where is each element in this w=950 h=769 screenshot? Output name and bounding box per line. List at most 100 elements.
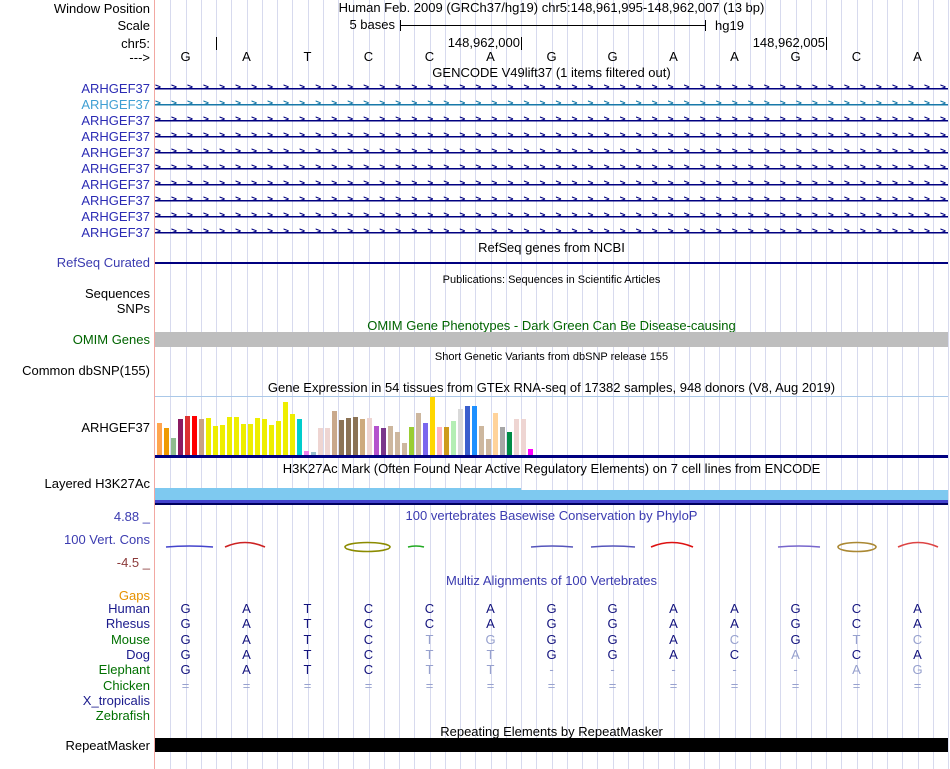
- base-letter: C: [424, 49, 435, 64]
- multiz-base-cell: A: [242, 616, 251, 632]
- multiz-base-cell: =: [486, 677, 495, 693]
- multiz-species-label[interactable]: Dog: [126, 646, 150, 662]
- refseq-track-title[interactable]: RefSeq genes from NCBI: [478, 240, 625, 255]
- gtex-tissue-bar: [395, 432, 400, 455]
- multiz-base-cell: T: [486, 662, 495, 678]
- gencode-gene-arrow-line[interactable]: >>>>>>>>>>>>>>>>>>>>>>>>>>>>>>>>>>>>>>>>…: [155, 81, 948, 95]
- base-letter: A: [486, 49, 495, 64]
- omim-gene-bar[interactable]: [155, 332, 948, 347]
- gtex-tissue-bar: [472, 406, 477, 455]
- multiz-species-label[interactable]: X_tropicalis: [82, 692, 150, 708]
- grid-line: [322, 0, 324, 769]
- grid-line: [704, 0, 705, 769]
- multiz-base-cell: -: [671, 662, 676, 678]
- gencode-gene-arrow-line[interactable]: >>>>>>>>>>>>>>>>>>>>>>>>>>>>>>>>>>>>>>>>…: [155, 129, 948, 143]
- gtex-tissue-bar: [514, 419, 519, 455]
- gencode-gene-label[interactable]: ARHGEF37: [81, 145, 150, 160]
- gtex-tissue-bar: [346, 418, 351, 455]
- gencode-gene-arrow-line[interactable]: >>>>>>>>>>>>>>>>>>>>>>>>>>>>>>>>>>>>>>>>…: [155, 209, 948, 223]
- gtex-tissue-bar: [199, 419, 204, 455]
- multiz-base-cell: C: [363, 616, 374, 632]
- gencode-gene-arrow-line[interactable]: >>>>>>>>>>>>>>>>>>>>>>>>>>>>>>>>>>>>>>>>…: [155, 161, 948, 175]
- conservation-curve: [407, 545, 425, 548]
- multiz-species-label[interactable]: Human: [108, 601, 150, 616]
- gencode-gene-arrow-line[interactable]: >>>>>>>>>>>>>>>>>>>>>>>>>>>>>>>>>>>>>>>>…: [155, 145, 948, 159]
- conservation-track-title[interactable]: 100 vertebrates Basewise Conservation by…: [405, 508, 698, 523]
- multiz-base-cell: -: [793, 662, 798, 678]
- grid-line: [551, 0, 553, 769]
- repeatmasker-track-title[interactable]: Repeating Elements by RepeatMasker: [440, 724, 663, 739]
- multiz-species-label[interactable]: Chicken: [103, 677, 150, 693]
- h3k27ac-track-title[interactable]: H3K27Ac Mark (Often Found Near Active Re…: [282, 461, 821, 476]
- grid-line: [383, 0, 385, 769]
- multiz-base-cell: =: [547, 677, 556, 693]
- gencode-track-title[interactable]: GENCODE V49lift37 (1 items filtered out): [432, 65, 671, 80]
- gencode-gene-label[interactable]: ARHGEF37: [81, 113, 150, 128]
- gtex-tissue-bar: [304, 451, 309, 455]
- gencode-gene-label[interactable]: ARHGEF37: [81, 81, 150, 96]
- base-letter: T: [303, 49, 312, 64]
- gencode-gene-label[interactable]: ARHGEF37: [81, 177, 150, 192]
- gtex-plot-top-border: [155, 396, 948, 397]
- grid-line: [856, 0, 858, 769]
- publications-track-title[interactable]: Publications: Sequences in Scientific Ar…: [442, 274, 661, 286]
- refseq-curated-label[interactable]: RefSeq Curated: [56, 255, 150, 270]
- gencode-gene-arrow-line[interactable]: >>>>>>>>>>>>>>>>>>>>>>>>>>>>>>>>>>>>>>>>…: [155, 225, 948, 239]
- refseq-curated-gene-line[interactable]: [155, 262, 948, 264]
- gencode-gene-arrow-line[interactable]: >>>>>>>>>>>>>>>>>>>>>>>>>>>>>>>>>>>>>>>>…: [155, 97, 948, 111]
- common-dbsnp-label[interactable]: Common dbSNP(155): [22, 363, 150, 378]
- gencode-gene-arrow-line[interactable]: >>>>>>>>>>>>>>>>>>>>>>>>>>>>>>>>>>>>>>>>…: [155, 193, 948, 207]
- grid-line: [170, 0, 172, 769]
- multiz-base-cell: G: [607, 601, 618, 616]
- grid-line: [185, 0, 187, 769]
- coordinate-tick-2: [521, 37, 522, 50]
- multiz-species-label[interactable]: Rhesus: [105, 616, 150, 632]
- base-letter: G: [546, 49, 557, 64]
- multiz-species-label[interactable]: Mouse: [110, 631, 150, 647]
- scale-value: 5 bases: [349, 17, 395, 32]
- conservation-curve: [837, 541, 877, 553]
- layered-h3k27ac-label[interactable]: Layered H3K27Ac: [44, 476, 150, 491]
- multiz-track-title[interactable]: Multiz Alignments of 100 Vertebrates: [445, 573, 657, 588]
- grid-line: [719, 0, 721, 769]
- multiz-base-cell: -: [732, 662, 737, 678]
- gtex-gene-label[interactable]: ARHGEF37: [81, 420, 150, 435]
- coordinate-tick-1: [216, 37, 217, 50]
- multiz-base-cell: =: [608, 677, 617, 693]
- multiz-base-cell: G: [546, 616, 557, 632]
- multiz-gaps-label[interactable]: Gaps: [118, 588, 150, 603]
- repeatmasker-bar[interactable]: [155, 738, 948, 752]
- gtex-tissue-bar: [297, 419, 302, 455]
- conservation-label[interactable]: 100 Vert. Cons: [64, 532, 150, 547]
- omim-genes-label[interactable]: OMIM Genes: [72, 332, 150, 347]
- gencode-gene-label[interactable]: ARHGEF37: [81, 209, 150, 224]
- multiz-base-cell: A: [913, 616, 922, 632]
- grid-line: [353, 0, 355, 769]
- grid-line: [261, 0, 263, 769]
- gtex-track-title[interactable]: Gene Expression in 54 tissues from GTEx …: [267, 380, 836, 395]
- gtex-tissue-bar: [444, 427, 449, 455]
- multiz-base-cell: A: [913, 601, 922, 616]
- gencode-gene-arrow-line[interactable]: >>>>>>>>>>>>>>>>>>>>>>>>>>>>>>>>>>>>>>>>…: [155, 113, 948, 127]
- dbsnp-track-title[interactable]: Short Genetic Variants from dbSNP releas…: [434, 351, 669, 363]
- gencode-gene-label[interactable]: ARHGEF37: [81, 193, 150, 208]
- gencode-gene-label[interactable]: ARHGEF37: [81, 97, 150, 112]
- gtex-tissue-bar: [269, 425, 274, 455]
- gtex-tissue-bar: [430, 397, 435, 455]
- grid-line: [826, 0, 827, 769]
- multiz-species-label[interactable]: Elephant: [98, 662, 150, 678]
- publications-snps-label[interactable]: SNPs: [116, 301, 150, 316]
- gencode-gene-arrow-line[interactable]: >>>>>>>>>>>>>>>>>>>>>>>>>>>>>>>>>>>>>>>>…: [155, 177, 948, 191]
- gencode-gene-label[interactable]: ARHGEF37: [81, 225, 150, 240]
- multiz-base-cell: G: [180, 662, 191, 678]
- multiz-base-cell: C: [851, 646, 862, 662]
- gencode-gene-label[interactable]: ARHGEF37: [81, 161, 150, 176]
- multiz-base-cell: G: [546, 601, 557, 616]
- multiz-species-label[interactable]: Zebrafish: [95, 708, 150, 724]
- gencode-gene-label[interactable]: ARHGEF37: [81, 129, 150, 144]
- multiz-base-cell: T: [303, 646, 312, 662]
- omim-track-title[interactable]: OMIM Gene Phenotypes - Dark Green Can Be…: [367, 318, 736, 333]
- repeatmasker-label[interactable]: RepeatMasker: [65, 738, 150, 753]
- publications-sequences-label[interactable]: Sequences: [84, 286, 150, 301]
- grid-line: [749, 0, 751, 769]
